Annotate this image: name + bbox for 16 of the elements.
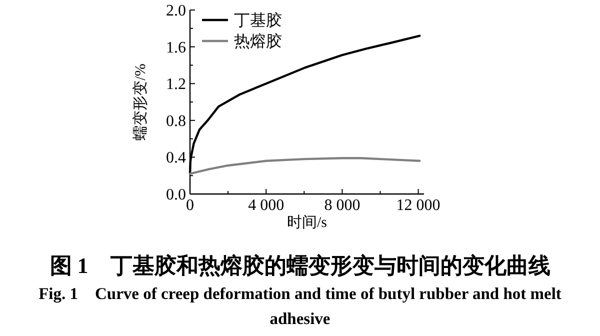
text: 图 1 丁基胶和热熔胶的蠕变形变与时间的变化曲线	[50, 253, 550, 278]
text: Fig. 1 Curve of creep deformation and time of butyl rubber and hot melt adhesive	[38, 284, 562, 328]
y-tick-label: 2.0	[166, 2, 186, 20]
legend-label: 丁基胶	[234, 12, 282, 30]
x-tick-label: 8 000	[324, 197, 360, 214]
y-axis-title: 蠕变形变/%	[132, 64, 149, 140]
y-tick-label: 0.0	[166, 186, 186, 204]
y-tick-label: 0.4	[166, 150, 186, 167]
y-tick-label: 1.6	[166, 39, 186, 56]
x-tick-label: 12 000	[396, 197, 440, 214]
x-tick-label: 4 000	[248, 197, 284, 214]
y-tick-label: 1.2	[166, 76, 186, 94]
y-tick-label: 0.8	[166, 112, 186, 130]
legend-label: 热熔胶	[234, 32, 282, 50]
x-axis-title: 时间/s	[286, 214, 328, 231]
x-tick-label: 0	[186, 197, 194, 214]
